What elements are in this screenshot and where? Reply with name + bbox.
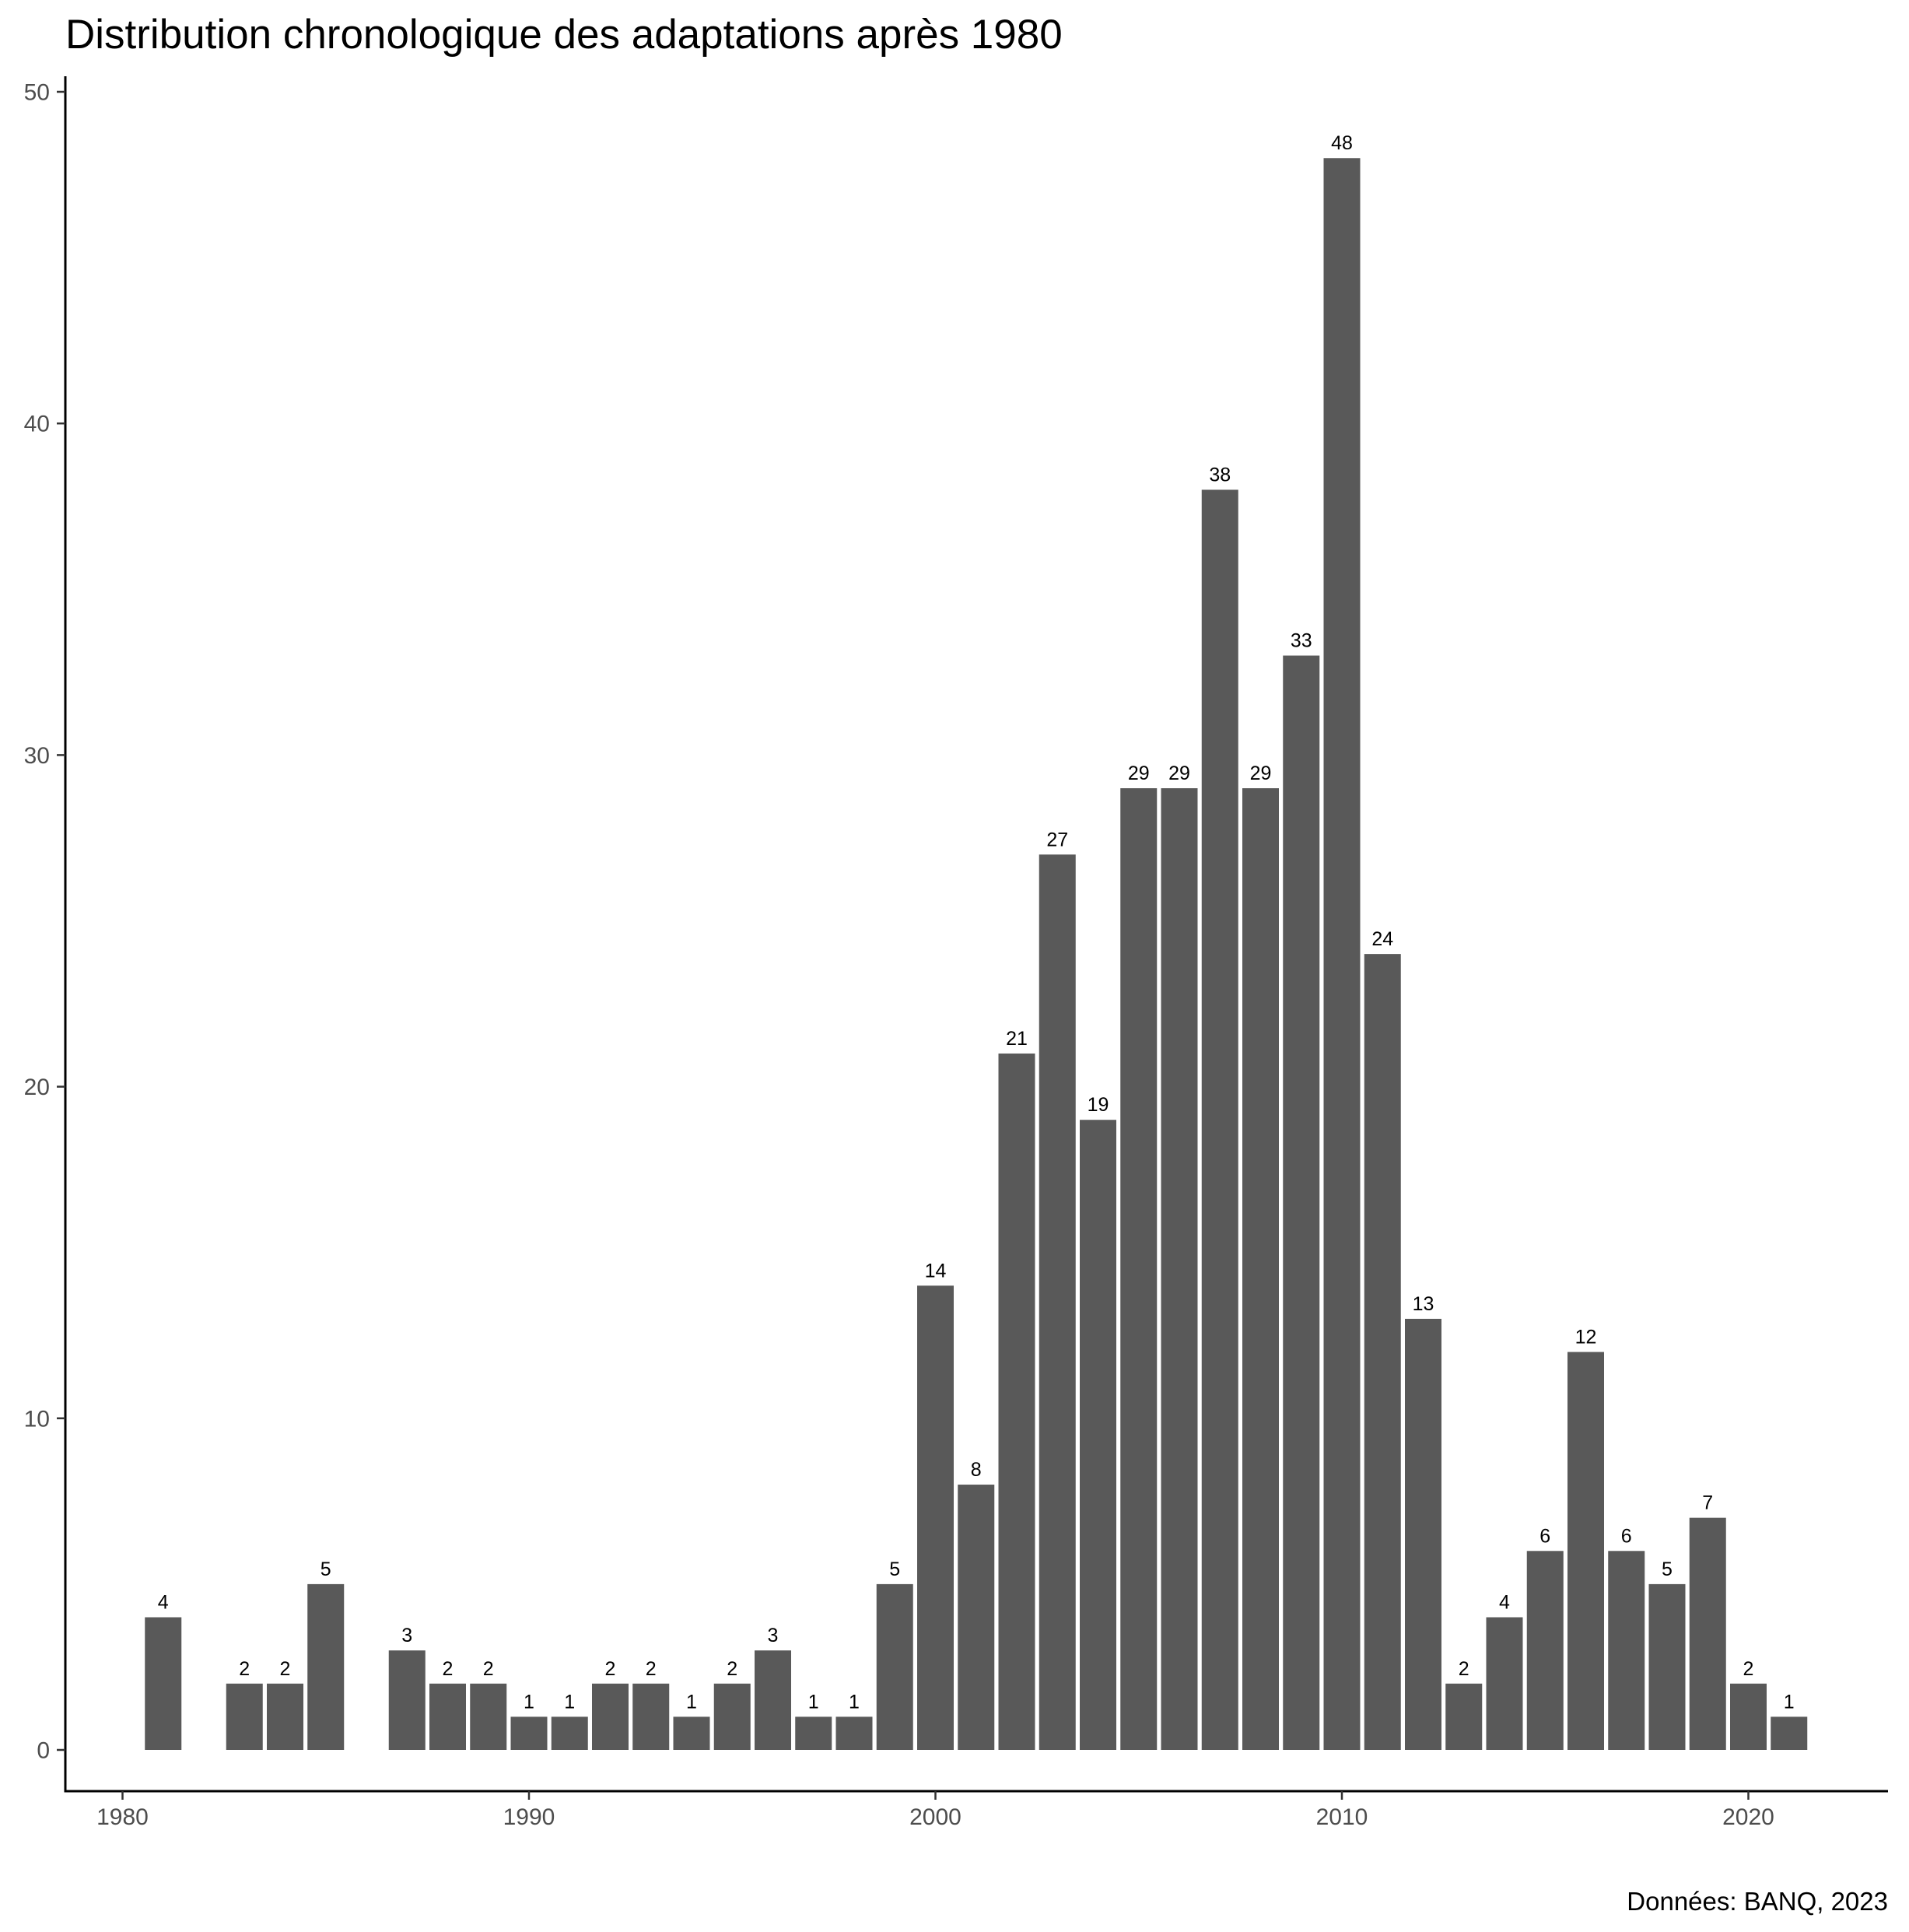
bar-value-label-1988: 2	[443, 1658, 454, 1680]
bar-value-label-2010: 48	[1331, 132, 1353, 154]
bar-1993	[632, 1683, 670, 1750]
bar-2006	[1161, 788, 1198, 1750]
bar-2004	[1080, 1120, 1116, 1750]
bar-value-label-2008: 29	[1250, 763, 1272, 784]
bar-value-label-1995: 2	[727, 1658, 737, 1680]
bar-2020	[1730, 1683, 1767, 1750]
y-tick-label-40: 40	[24, 412, 50, 437]
bar-2000	[917, 1285, 954, 1750]
bar-2021	[1771, 1716, 1808, 1750]
x-tick-label-1980: 1980	[96, 1804, 149, 1830]
bar-value-label-2018: 5	[1662, 1559, 1673, 1580]
bar-value-label-1992: 2	[605, 1658, 616, 1680]
bar-value-label-2011: 24	[1371, 928, 1393, 950]
x-axis-ticks: 1980 1990 2000 2010 2020	[96, 1791, 1774, 1830]
bar-2010	[1323, 158, 1361, 1751]
bar-2002	[998, 1053, 1035, 1750]
bar-value-label-1984: 2	[280, 1658, 291, 1680]
bar-value-label-2016: 12	[1575, 1327, 1597, 1348]
bar-1987	[388, 1650, 426, 1750]
bar-value-label-2019: 7	[1702, 1492, 1713, 1514]
bar-value-label-2006: 29	[1168, 763, 1190, 784]
bar-value-label-2021: 1	[1784, 1691, 1795, 1713]
bar-value-label-2004: 19	[1088, 1094, 1109, 1116]
bar-1998	[835, 1716, 873, 1750]
bar-1983	[226, 1683, 263, 1750]
y-tick-label-20: 20	[24, 1075, 50, 1100]
chart-title: Distribution chronologique des adaptatio…	[65, 12, 1063, 58]
bar-value-label-2013: 2	[1459, 1658, 1469, 1680]
y-tick-label-50: 50	[24, 80, 50, 106]
bar-value-label-1987: 3	[401, 1625, 412, 1646]
bar-value-label-2000: 14	[925, 1260, 947, 1282]
y-axis-ticks: 0 10 20 30 40 50	[24, 80, 65, 1764]
bar-2009	[1283, 655, 1320, 1750]
bar-value-label-1985: 5	[321, 1559, 331, 1580]
x-tick-label-2000: 2000	[909, 1804, 962, 1830]
y-tick-label-0: 0	[37, 1738, 50, 1764]
bar-value-label-2015: 6	[1539, 1525, 1550, 1547]
bar-2018	[1648, 1583, 1686, 1750]
bar-value-label-2001: 8	[971, 1459, 982, 1481]
bar-value-label-2003: 27	[1046, 829, 1068, 850]
bar-value-label-1983: 2	[239, 1658, 250, 1680]
bar-value-label-2002: 21	[1006, 1028, 1028, 1050]
bar-value-label-1997: 1	[808, 1691, 819, 1713]
bar-2008	[1242, 788, 1279, 1750]
bar-value-label-2009: 33	[1291, 630, 1312, 652]
bar-2011	[1364, 954, 1401, 1750]
bar-2001	[958, 1485, 995, 1750]
x-tick-label-1990: 1990	[503, 1804, 555, 1830]
bar-value-label-1994: 1	[686, 1691, 697, 1713]
bar-1988	[429, 1683, 466, 1750]
y-tick-label-30: 30	[24, 743, 50, 769]
bar-2007	[1201, 489, 1238, 1751]
bar-value-label-2005: 29	[1128, 763, 1150, 784]
bar-1981	[145, 1617, 182, 1750]
bar-1994	[673, 1716, 710, 1750]
bar-value-label-1999: 5	[889, 1559, 900, 1580]
bar-1997	[795, 1716, 832, 1750]
bar-1990	[510, 1716, 548, 1750]
x-tick-label-2020: 2020	[1722, 1804, 1774, 1830]
bar-2016	[1567, 1352, 1604, 1750]
bar-value-label-1989: 2	[483, 1658, 494, 1680]
bar-value-label-1996: 3	[768, 1625, 779, 1646]
bar-1984	[267, 1683, 303, 1750]
bar-value-label-2014: 4	[1499, 1592, 1510, 1614]
bar-value-label-2012: 13	[1413, 1293, 1434, 1315]
bar-1995	[713, 1683, 751, 1750]
bar-1991	[551, 1716, 588, 1750]
bars-group	[145, 158, 1808, 1751]
bar-2005	[1120, 788, 1158, 1750]
bar-value-label-2020: 2	[1743, 1658, 1754, 1680]
bar-2014	[1486, 1617, 1523, 1750]
bar-value-label-2017: 6	[1621, 1525, 1632, 1547]
bar-value-label-2007: 38	[1209, 464, 1231, 486]
bar-value-label-1993: 2	[646, 1658, 657, 1680]
bar-1989	[470, 1683, 507, 1750]
bar-2019	[1689, 1517, 1726, 1750]
x-tick-label-2010: 2010	[1316, 1804, 1368, 1830]
bar-value-label-1981: 4	[158, 1592, 169, 1614]
bar-2015	[1526, 1551, 1564, 1750]
y-tick-label-10: 10	[24, 1406, 50, 1432]
bar-value-label-1998: 1	[849, 1691, 860, 1713]
bar-2017	[1608, 1551, 1645, 1750]
bar-1985	[307, 1583, 345, 1750]
bar-1996	[755, 1650, 791, 1750]
bar-2003	[1039, 854, 1076, 1750]
bar-1999	[876, 1583, 913, 1750]
chart-caption: Données: BANQ, 2023	[1627, 1887, 1888, 1916]
bar-2012	[1405, 1318, 1441, 1750]
bar-1992	[592, 1683, 629, 1750]
bar-value-label-1991: 1	[564, 1691, 575, 1713]
bar-2013	[1445, 1683, 1483, 1750]
bar-value-label-1990: 1	[524, 1691, 534, 1713]
